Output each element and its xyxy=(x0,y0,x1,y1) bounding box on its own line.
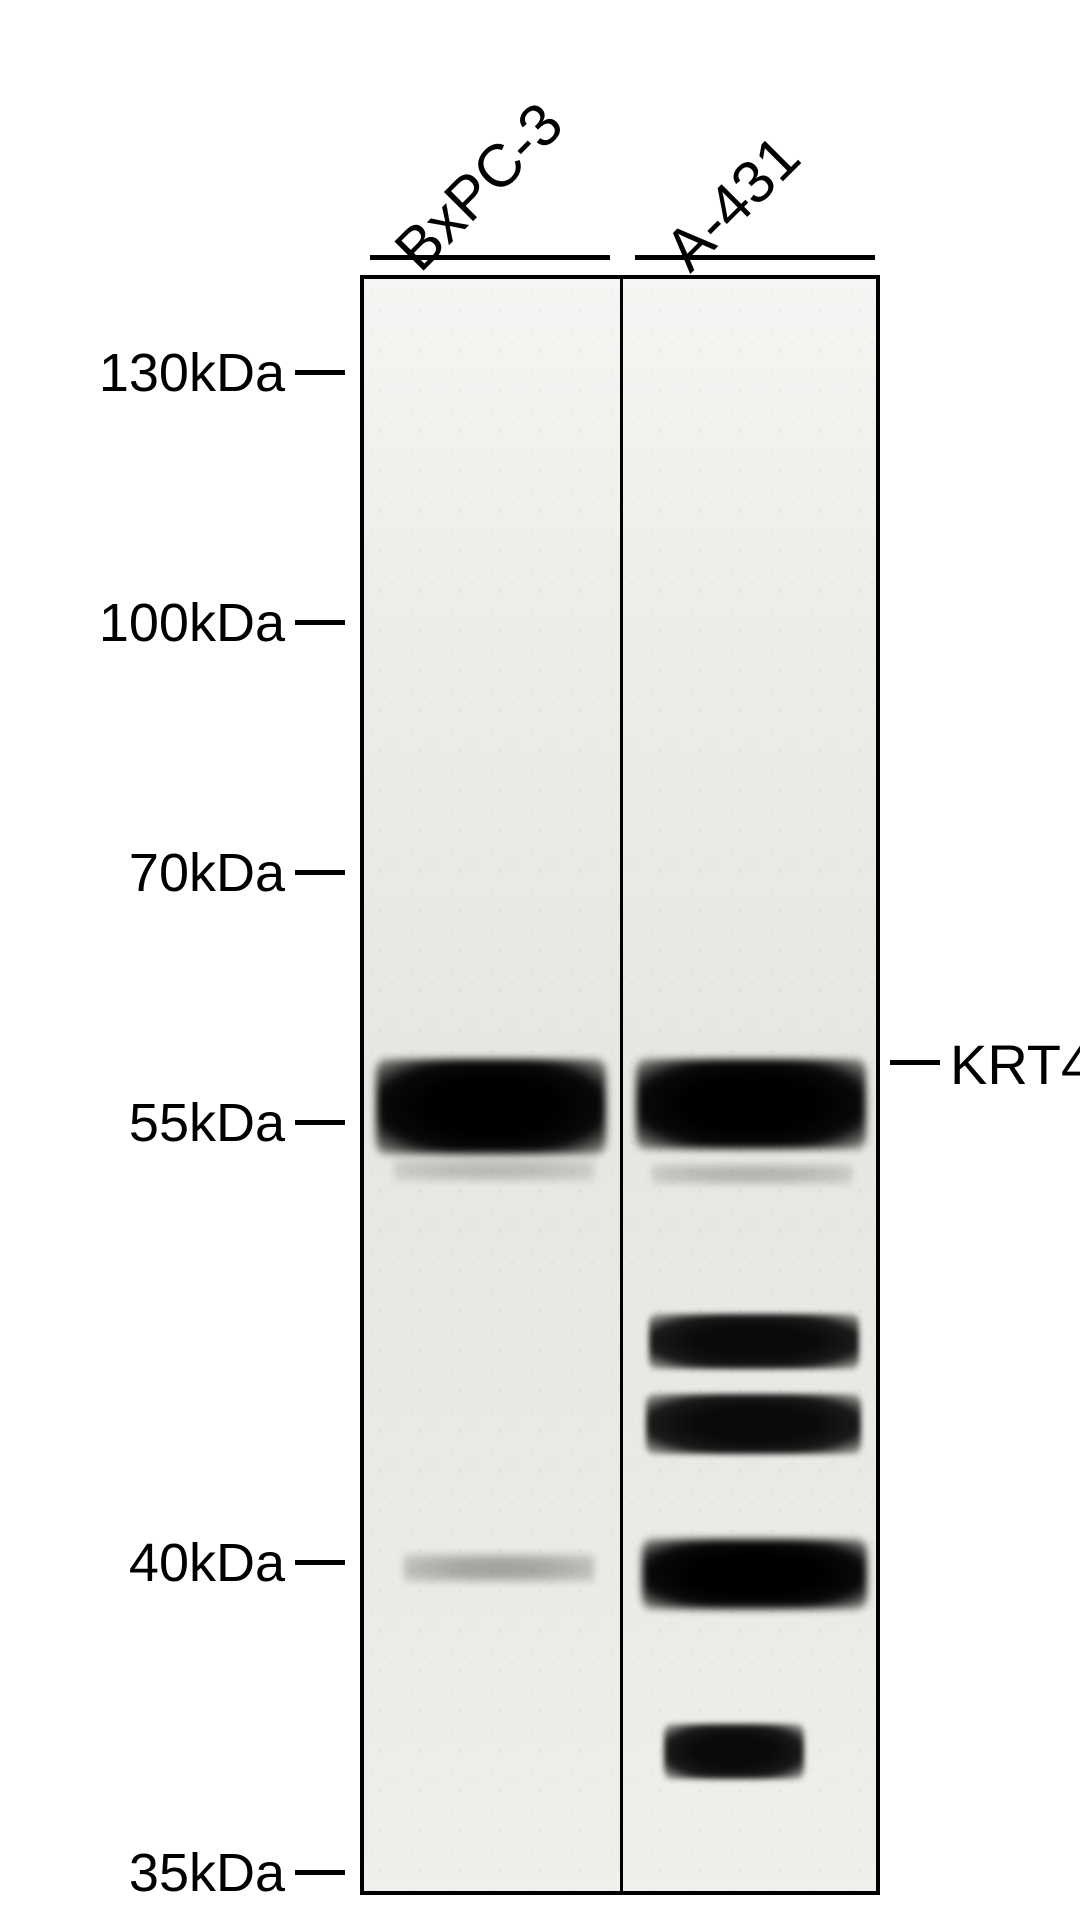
band-lane2-3 xyxy=(636,1059,866,1149)
target-label-text: KRT4 xyxy=(950,1033,1080,1096)
lane-underline-2 xyxy=(635,255,875,260)
marker-70: 70kDa xyxy=(65,842,285,904)
marker-70-text: 70kDa xyxy=(129,843,285,903)
marker-55: 55kDa xyxy=(65,1092,285,1154)
bands-host xyxy=(364,279,876,1891)
band-lane2-5 xyxy=(649,1314,859,1369)
band-lane2-6 xyxy=(646,1394,861,1454)
band-lane1-0 xyxy=(376,1059,606,1154)
marker-130: 130kDa xyxy=(65,342,285,404)
lane-underline-1 xyxy=(370,255,610,260)
marker-55-text: 55kDa xyxy=(129,1093,285,1153)
marker-tick-35 xyxy=(295,1870,345,1875)
western-blot-figure: BxPC-3 A-431 130kDa 100kDa 70kDa 55kDa 4… xyxy=(0,0,1080,1929)
band-lane1-2 xyxy=(404,1554,594,1582)
marker-tick-40 xyxy=(295,1560,345,1565)
marker-tick-130 xyxy=(295,370,345,375)
marker-35-text: 35kDa xyxy=(129,1843,285,1903)
marker-35: 35kDa xyxy=(65,1842,285,1904)
blot-membrane xyxy=(360,275,880,1895)
target-tick xyxy=(890,1060,940,1065)
band-lane2-8 xyxy=(664,1724,804,1779)
band-lane2-7 xyxy=(642,1539,867,1609)
marker-tick-100 xyxy=(295,620,345,625)
marker-40-text: 40kDa xyxy=(129,1533,285,1593)
marker-tick-55 xyxy=(295,1120,345,1125)
marker-40: 40kDa xyxy=(65,1532,285,1594)
target-label: KRT4 xyxy=(950,1032,1080,1097)
marker-130-text: 130kDa xyxy=(99,343,285,403)
band-lane2-4 xyxy=(652,1164,852,1184)
marker-tick-70 xyxy=(295,870,345,875)
band-lane1-1 xyxy=(394,1159,594,1181)
marker-100: 100kDa xyxy=(65,592,285,654)
marker-100-text: 100kDa xyxy=(99,593,285,653)
